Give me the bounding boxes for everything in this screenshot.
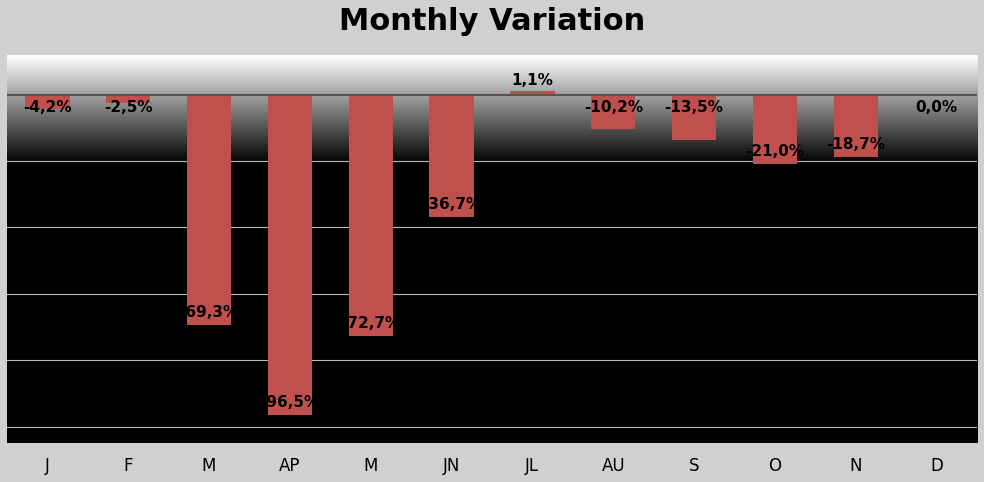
Text: -21,0%: -21,0% xyxy=(746,145,805,160)
Text: -13,5%: -13,5% xyxy=(664,100,723,115)
Text: -2,5%: -2,5% xyxy=(104,100,153,115)
Bar xyxy=(187,95,231,325)
Text: -72,7%: -72,7% xyxy=(341,316,400,331)
Bar xyxy=(672,95,716,140)
Text: 0,0%: 0,0% xyxy=(915,100,957,115)
Bar xyxy=(510,91,555,95)
Text: 1,1%: 1,1% xyxy=(512,73,553,89)
Text: -18,7%: -18,7% xyxy=(827,137,886,152)
Bar xyxy=(591,95,636,129)
Bar xyxy=(268,95,312,415)
Text: -10,2%: -10,2% xyxy=(584,100,643,115)
Bar xyxy=(753,95,797,164)
Bar xyxy=(429,95,474,216)
Text: -69,3%: -69,3% xyxy=(179,305,239,320)
Bar xyxy=(26,95,70,109)
Title: Monthly Variation: Monthly Variation xyxy=(338,7,646,36)
Bar xyxy=(348,95,393,336)
Bar xyxy=(833,95,878,157)
Bar xyxy=(106,95,151,103)
Text: -4,2%: -4,2% xyxy=(23,100,72,115)
Text: -96,5%: -96,5% xyxy=(261,395,320,410)
Text: -36,7%: -36,7% xyxy=(422,197,481,212)
